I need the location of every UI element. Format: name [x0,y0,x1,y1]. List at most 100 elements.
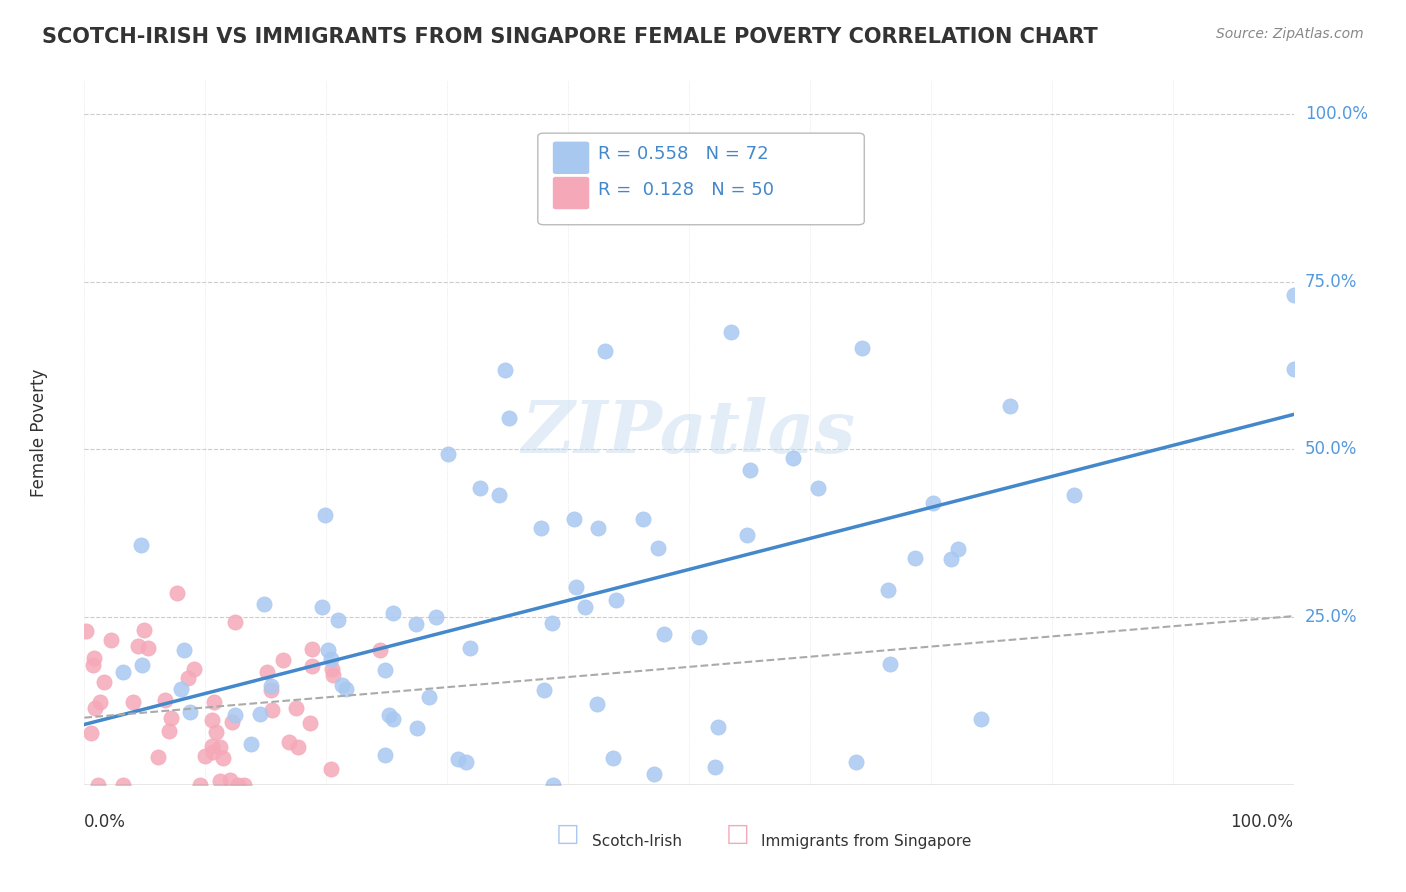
Point [948,542,970,557]
Point [194,748,217,763]
Point [1282,361,1305,376]
Point [458,640,481,655]
Point [370,643,392,657]
Point [131,538,153,552]
Text: 75.0%: 75.0% [1305,273,1357,291]
Text: SCOTCH-IRISH VS IMMIGRANTS FROM SINGAPORE FEMALE POVERTY CORRELATION CHART: SCOTCH-IRISH VS IMMIGRANTS FROM SINGAPOR… [42,27,1098,46]
Point [204,724,226,739]
Point [405,616,427,631]
Point [82,658,104,673]
Point [75,624,97,639]
Point [314,508,336,522]
Text: Female Poverty: Female Poverty [30,368,48,497]
Point [256,665,278,679]
Text: R =  0.128   N = 50: R = 0.128 N = 50 [599,180,775,199]
Point [720,325,742,339]
Point [374,664,396,678]
Point [260,683,283,698]
Point [378,708,401,723]
Text: 25.0%: 25.0% [1305,608,1357,626]
Point [904,551,927,566]
Point [260,680,283,694]
Point [488,488,510,502]
Point [845,755,868,769]
Point [707,719,730,733]
Point [111,665,134,679]
Point [468,481,491,495]
Point [437,447,460,461]
Point [131,658,153,673]
Point [260,703,283,717]
Point [330,678,353,692]
Point [922,496,945,510]
Point [418,690,440,704]
Point [301,658,323,673]
Point [447,752,470,766]
Point [456,755,478,769]
FancyBboxPatch shape [554,143,589,173]
Text: □: □ [557,822,579,847]
Point [249,706,271,721]
Point [631,512,654,526]
Point [652,627,675,641]
Point [406,721,429,735]
Point [647,541,669,555]
Point [100,633,122,648]
Point [159,711,181,725]
Point [271,653,294,667]
Point [574,599,596,614]
Point [562,512,585,526]
Point [565,580,588,594]
Point [688,630,710,644]
Point [533,682,555,697]
Point [218,772,240,787]
Point [318,643,340,657]
Point [998,399,1021,413]
Point [326,613,349,627]
Point [173,643,195,657]
Point [322,667,344,681]
Point [278,735,301,749]
FancyBboxPatch shape [554,178,589,209]
Text: ZIPatlas: ZIPatlas [522,397,856,468]
Point [494,363,516,377]
Point [209,740,232,755]
Point [240,737,263,751]
Point [586,521,609,535]
Text: Scotch-Irish: Scotch-Irish [592,834,682,849]
Point [425,610,447,624]
Point [287,739,309,754]
Point [89,695,111,709]
Point [153,693,176,707]
Point [541,615,564,630]
Point [643,767,665,781]
Point [530,520,553,534]
Point [201,745,224,759]
Point [176,671,198,685]
Point [704,760,727,774]
Point [311,600,333,615]
Text: R = 0.558   N = 72: R = 0.558 N = 72 [599,145,769,163]
Point [298,715,321,730]
Point [738,463,761,477]
Point [285,701,308,715]
Point [179,705,201,719]
Point [157,724,180,739]
Point [382,712,405,726]
FancyBboxPatch shape [538,133,865,225]
Text: 100.0%: 100.0% [1230,814,1294,831]
Point [970,712,993,726]
Point [166,586,188,600]
Point [602,751,624,765]
Point [111,778,134,792]
Point [138,641,160,656]
Point [498,410,520,425]
Text: □: □ [725,822,749,847]
Point [212,750,235,764]
Point [232,778,254,792]
Point [543,778,565,792]
Point [782,450,804,465]
Text: 50.0%: 50.0% [1305,441,1357,458]
Point [83,651,105,665]
Point [335,682,357,697]
